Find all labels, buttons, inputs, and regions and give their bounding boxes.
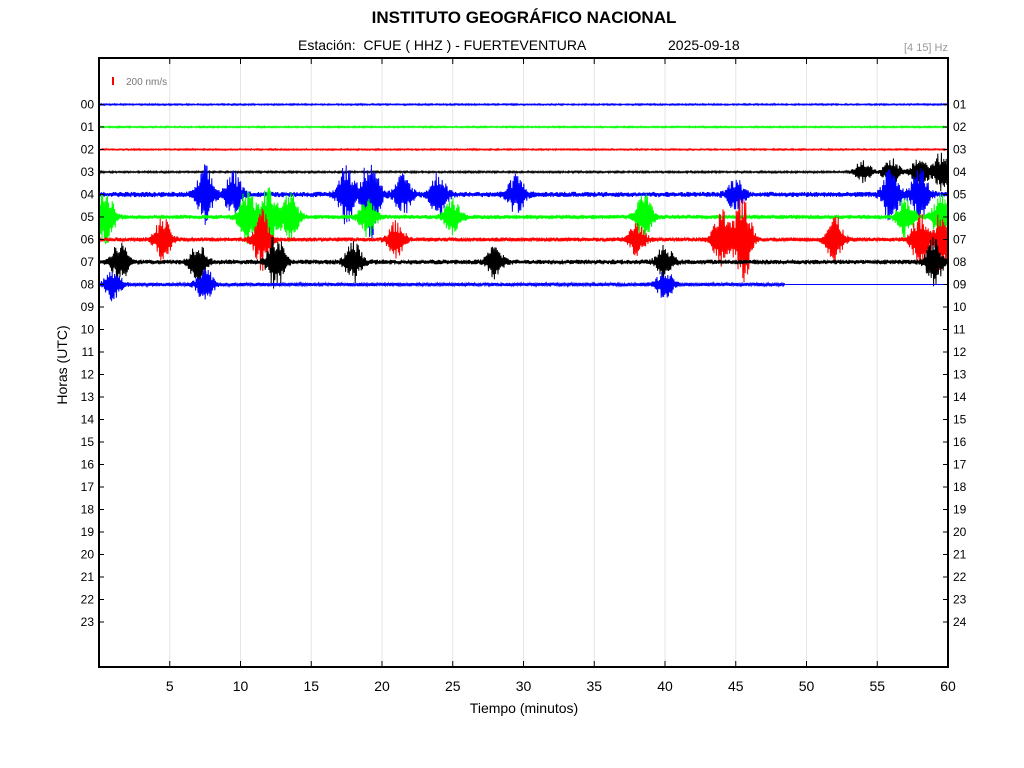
y-tick-label-left: 12 xyxy=(81,368,95,382)
y-tick-label-right: 01 xyxy=(953,98,967,112)
y-tick-label-right: 16 xyxy=(953,435,967,449)
filter-band-label: [4 15] Hz xyxy=(903,42,948,54)
y-tick-label-left: 14 xyxy=(81,413,95,427)
y-tick-label-right: 24 xyxy=(953,615,967,629)
y-tick-label-left: 15 xyxy=(81,435,95,449)
x-tick-label: 25 xyxy=(445,678,461,694)
y-tick-label-right: 13 xyxy=(953,368,967,382)
y-tick-label-left: 19 xyxy=(81,525,95,539)
y-tick-label-right: 08 xyxy=(953,255,967,269)
y-tick-label-left: 18 xyxy=(81,503,95,517)
y-tick-label-left: 03 xyxy=(81,165,95,179)
y-tick-label-left: 13 xyxy=(81,390,95,404)
y-tick-label-right: 18 xyxy=(953,480,967,494)
y-tick-label-left: 21 xyxy=(81,570,95,584)
y-tick-label-right: 14 xyxy=(953,390,967,404)
scale-bar-label: 200 nm/s xyxy=(126,77,167,88)
y-tick-label-right: 05 xyxy=(953,188,967,202)
trace-hour-04 xyxy=(98,164,948,241)
chart-title: INSTITUTO GEOGRÁFICO NACIONAL xyxy=(371,8,677,27)
x-tick-label: 45 xyxy=(728,678,744,694)
x-tick-label: 20 xyxy=(374,678,390,694)
trace-hour-06 xyxy=(98,198,948,283)
x-tick-label: 50 xyxy=(799,678,815,694)
y-tick-label-right: 17 xyxy=(953,458,967,472)
y-tick-label-right: 11 xyxy=(953,323,966,337)
station-subtitle: Estación: CFUE ( HHZ ) - FUERTEVENTURA xyxy=(298,37,587,53)
x-tick-label: 30 xyxy=(516,678,532,694)
y-tick-label-left: 10 xyxy=(81,323,95,337)
y-tick-label-right: 07 xyxy=(953,233,967,247)
y-tick-label-right: 22 xyxy=(953,570,967,584)
y-tick-label-left: 06 xyxy=(81,233,95,247)
y-tick-label-left: 22 xyxy=(81,593,95,607)
y-tick-label-left: 07 xyxy=(81,255,95,269)
y-tick-label-right: 19 xyxy=(953,503,967,517)
date-label: 2025-09-18 xyxy=(668,37,740,53)
y-tick-label-right: 03 xyxy=(953,143,967,157)
y-tick-label-right: 20 xyxy=(953,525,967,539)
y-tick-label-left: 01 xyxy=(81,120,95,134)
y-tick-label-left: 17 xyxy=(81,480,95,494)
y-tick-label-left: 20 xyxy=(81,548,95,562)
y-tick-label-right: 10 xyxy=(953,300,967,314)
y-tick-label-right: 09 xyxy=(953,278,967,292)
y-tick-label-right: 04 xyxy=(953,165,967,179)
y-tick-label-left: 23 xyxy=(81,615,95,629)
y-tick-label-left: 11 xyxy=(82,345,95,359)
y-tick-label-right: 23 xyxy=(953,593,967,607)
trace-hour-05 xyxy=(98,187,948,248)
y-tick-label-left: 08 xyxy=(81,278,95,292)
y-tick-label-left: 09 xyxy=(81,300,95,314)
x-tick-label: 60 xyxy=(940,678,956,694)
y-tick-label-right: 02 xyxy=(953,120,967,134)
y-tick-label-right: 12 xyxy=(953,345,967,359)
y-tick-label-right: 06 xyxy=(953,210,967,224)
y-tick-label-right: 21 xyxy=(953,548,967,562)
x-tick-label: 35 xyxy=(586,678,602,694)
x-tick-label: 15 xyxy=(303,678,319,694)
y-tick-label-left: 04 xyxy=(81,188,95,202)
y-tick-label-left: 16 xyxy=(81,458,95,472)
trace-hour-08 xyxy=(98,268,786,302)
x-tick-label: 5 xyxy=(166,678,174,694)
trace-hour-03 xyxy=(98,152,948,192)
x-tick-label: 40 xyxy=(657,678,673,694)
x-axis-label: Tiempo (minutos) xyxy=(469,700,579,716)
y-tick-label-right: 15 xyxy=(953,413,967,427)
y-tick-label-left: 05 xyxy=(81,210,95,224)
x-tick-label: 55 xyxy=(869,678,885,694)
trace-hour-07 xyxy=(98,236,948,289)
trace-hour-01 xyxy=(98,125,948,129)
trace-hour-00 xyxy=(98,102,948,107)
trace-hour-02 xyxy=(98,147,948,152)
y-tick-label-left: 02 xyxy=(81,143,95,157)
x-tick-label: 10 xyxy=(233,678,249,694)
y-tick-label-left: 00 xyxy=(81,98,95,112)
